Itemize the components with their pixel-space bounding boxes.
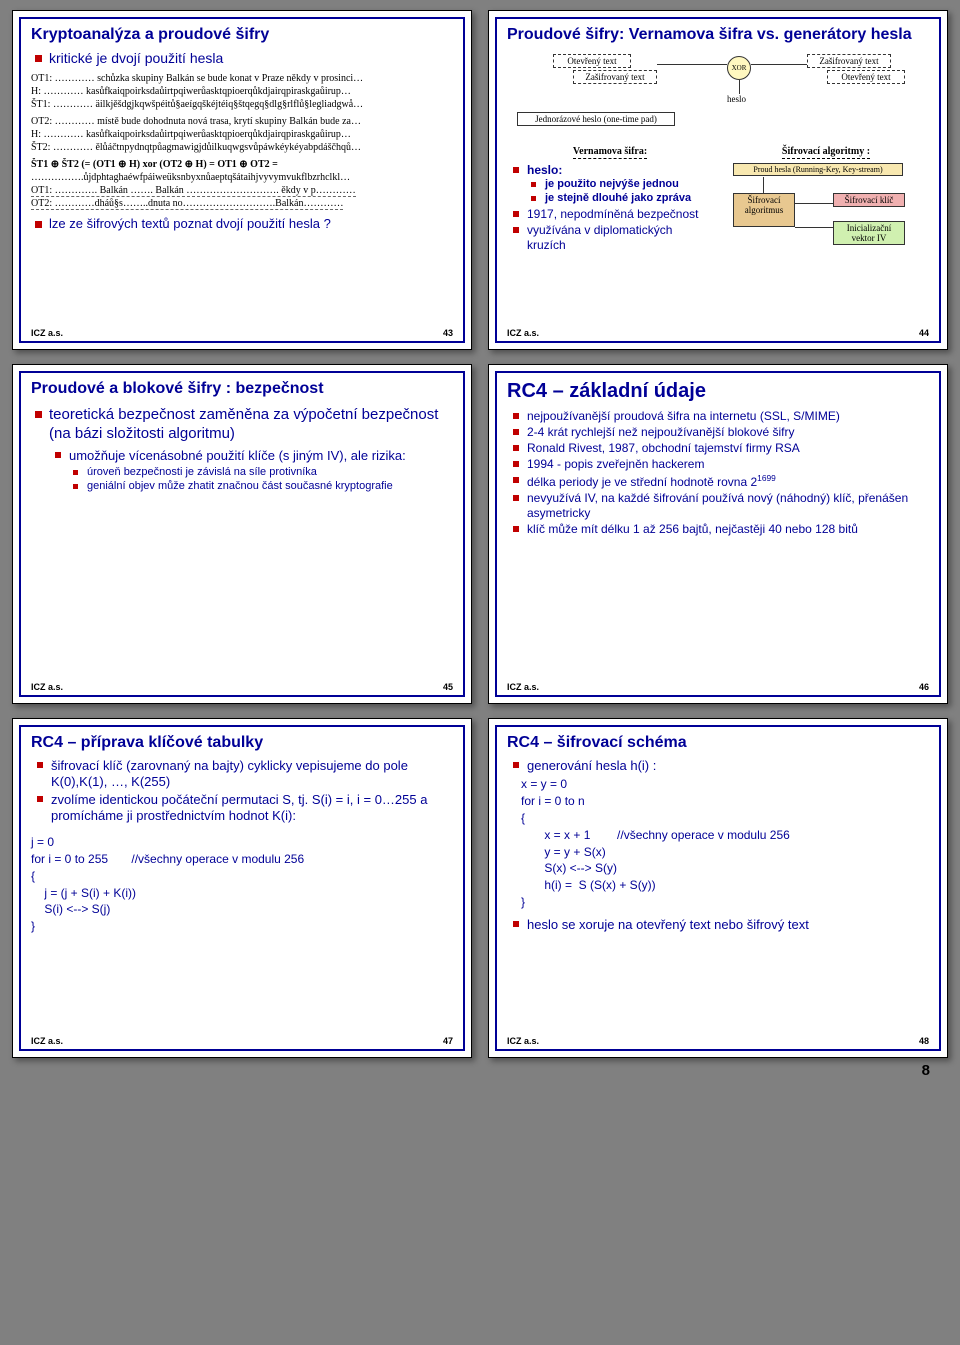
- bullet: 1917, nepodmíněná bezpečnost: [511, 207, 713, 222]
- vernam-label: Vernamova šifra:: [573, 146, 647, 159]
- slide-number: 43: [443, 328, 453, 338]
- sub-sub-bullet: úroveň bezpečnosti je závislá na síle pr…: [73, 466, 453, 480]
- bullet: heslo se xoruje na otevřený text nebo ši…: [511, 917, 929, 933]
- code-block: j = 0 for i = 0 to 255 //všechny operace…: [31, 834, 453, 935]
- slide-48: RC4 – šifrovací schéma generování hesla …: [488, 718, 948, 1058]
- sub-sub-bullet: geniální objev může zhatit značnou část …: [73, 480, 453, 494]
- sub-bullet: je použito nejvýše jednou: [531, 178, 713, 192]
- slide-45: Proudové a blokové šifry : bezpečnost te…: [12, 364, 472, 704]
- slide-number: 48: [919, 1036, 929, 1046]
- bullet: nejpoužívanější proudová šifra na intern…: [511, 409, 929, 424]
- sub-bullet: je stejně dlouhé jako zpráva: [531, 192, 713, 206]
- bullet: zvolíme identickou počáteční permutaci S…: [35, 792, 453, 825]
- box-algorithm: Šifrovací algoritmus: [733, 193, 795, 227]
- slide-44: Proudové šifry: Vernamova šifra vs. gene…: [488, 10, 948, 350]
- bullet: nevyužívá IV, na každé šifrování používá…: [511, 491, 929, 521]
- bullet: kritické je dvojí použití hesla: [31, 50, 453, 68]
- bullet: heslo: je použito nejvýše jednou je stej…: [511, 163, 713, 206]
- bullet: 1994 - popis zveřejněn hackerem: [511, 457, 929, 472]
- alg-label: Šifrovací algoritmy :: [782, 146, 870, 159]
- slide-title: RC4 – šifrovací schéma: [507, 733, 929, 752]
- bullet: délka periody je ve střední hodnotě rovn…: [511, 473, 929, 490]
- slide-47: RC4 – příprava klíčové tabulky šifrovací…: [12, 718, 472, 1058]
- box-key: Šifrovací klíč: [833, 193, 905, 207]
- box-keystream: Proud hesla (Running-Key, Key-stream): [733, 163, 903, 176]
- footer-left: ICZ a.s.: [31, 682, 63, 692]
- bullet: 2-4 krát rychlejší než nejpoužívanější b…: [511, 425, 929, 440]
- bullet: generování hesla h(i) :: [511, 758, 929, 774]
- box-iv: Inicializační vektor IV: [833, 221, 905, 245]
- sub-bullet: umožňuje vícenásobné použití klíče (s ji…: [53, 448, 453, 494]
- slide-number: 47: [443, 1036, 453, 1046]
- page-number: 8: [12, 1062, 948, 1087]
- xor-diagram: Otevřený text Zašifrovaný text XOR Zašif…: [507, 50, 929, 146]
- slide-title: RC4 – základní údaje: [507, 379, 929, 403]
- bullet: šifrovací klíč (zarovnaný na bajty) cykl…: [35, 758, 453, 791]
- cipher-text-block: OT1: ………… schůzka skupiny Balkán se bude…: [31, 72, 453, 210]
- slide-title: Proudové a blokové šifry : bezpečnost: [31, 379, 453, 398]
- footer-left: ICZ a.s.: [507, 1036, 539, 1046]
- footer-left: ICZ a.s.: [31, 1036, 63, 1046]
- slide-title: RC4 – příprava klíčové tabulky: [31, 733, 453, 752]
- bullet: Ronald Rivest, 1987, obchodní tajemství …: [511, 441, 929, 456]
- slide-43: Kryptoanalýza a proudové šifry kritické …: [12, 10, 472, 350]
- bullet: lze ze šifrových textů poznat dvojí použ…: [31, 216, 453, 232]
- slide-title: Proudové šifry: Vernamova šifra vs. gene…: [507, 25, 929, 44]
- slide-title: Kryptoanalýza a proudové šifry: [31, 25, 453, 44]
- footer-left: ICZ a.s.: [31, 328, 63, 338]
- footer-left: ICZ a.s.: [507, 682, 539, 692]
- slide-grid: Kryptoanalýza a proudové šifry kritické …: [12, 10, 948, 1058]
- slide-number: 46: [919, 682, 929, 692]
- slide-46: RC4 – základní údaje nejpoužívanější pro…: [488, 364, 948, 704]
- slide-number: 45: [443, 682, 453, 692]
- code-block: x = y = 0 for i = 0 to n { x = x + 1 //v…: [521, 776, 929, 910]
- slide-number: 44: [919, 328, 929, 338]
- footer-left: ICZ a.s.: [507, 328, 539, 338]
- bullet: klíč může mít délku 1 až 256 bajtů, nejč…: [511, 522, 929, 537]
- bullet: teoretická bezpečnost zaměněna za výpoče…: [31, 406, 453, 493]
- bullet: využívána v diplomatických kruzích: [511, 223, 713, 253]
